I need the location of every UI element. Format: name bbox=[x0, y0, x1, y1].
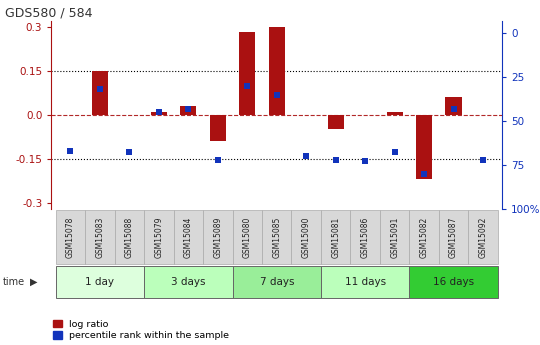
Bar bbox=[233, 266, 321, 298]
Bar bbox=[409, 266, 498, 298]
Text: GSM15092: GSM15092 bbox=[478, 217, 488, 258]
Bar bbox=[350, 210, 380, 264]
Bar bbox=[114, 210, 144, 264]
Bar bbox=[321, 266, 409, 298]
Text: GSM15078: GSM15078 bbox=[66, 217, 75, 258]
Bar bbox=[210, 115, 226, 141]
Bar bbox=[92, 71, 108, 115]
Text: GSM15088: GSM15088 bbox=[125, 217, 134, 258]
Bar bbox=[203, 210, 233, 264]
Bar bbox=[233, 210, 262, 264]
Bar bbox=[262, 210, 292, 264]
Text: GSM15090: GSM15090 bbox=[302, 216, 310, 258]
Text: GDS580 / 584: GDS580 / 584 bbox=[5, 7, 93, 20]
Bar bbox=[56, 266, 144, 298]
Text: GSM15080: GSM15080 bbox=[243, 217, 252, 258]
Bar bbox=[180, 106, 197, 115]
Bar bbox=[439, 210, 468, 264]
Bar bbox=[409, 210, 439, 264]
Text: GSM15083: GSM15083 bbox=[96, 217, 104, 258]
Text: GSM15085: GSM15085 bbox=[272, 217, 281, 258]
Bar bbox=[292, 210, 321, 264]
Bar bbox=[144, 266, 233, 298]
Text: GSM15081: GSM15081 bbox=[331, 217, 340, 258]
Bar bbox=[416, 115, 432, 179]
Text: GSM15079: GSM15079 bbox=[154, 216, 164, 258]
Legend: log ratio, percentile rank within the sample: log ratio, percentile rank within the sa… bbox=[53, 320, 229, 340]
Text: GSM15084: GSM15084 bbox=[184, 217, 193, 258]
Text: 3 days: 3 days bbox=[171, 277, 206, 287]
Bar bbox=[387, 112, 403, 115]
Bar bbox=[321, 210, 350, 264]
Bar bbox=[151, 112, 167, 115]
Text: 1 day: 1 day bbox=[85, 277, 114, 287]
Bar bbox=[239, 32, 255, 115]
Text: time: time bbox=[3, 277, 25, 287]
Bar bbox=[144, 210, 173, 264]
Text: 11 days: 11 days bbox=[345, 277, 386, 287]
Bar bbox=[446, 97, 462, 115]
Bar bbox=[268, 27, 285, 115]
Text: 16 days: 16 days bbox=[433, 277, 474, 287]
Text: 7 days: 7 days bbox=[260, 277, 294, 287]
Bar bbox=[173, 210, 203, 264]
Text: ▶: ▶ bbox=[30, 277, 37, 287]
Bar bbox=[468, 210, 498, 264]
Bar bbox=[380, 210, 409, 264]
Text: GSM15091: GSM15091 bbox=[390, 217, 399, 258]
Bar bbox=[85, 210, 114, 264]
Bar bbox=[56, 210, 85, 264]
Text: GSM15089: GSM15089 bbox=[213, 217, 222, 258]
Bar bbox=[328, 115, 344, 129]
Text: GSM15086: GSM15086 bbox=[361, 217, 370, 258]
Text: GSM15082: GSM15082 bbox=[420, 217, 429, 258]
Text: GSM15087: GSM15087 bbox=[449, 217, 458, 258]
